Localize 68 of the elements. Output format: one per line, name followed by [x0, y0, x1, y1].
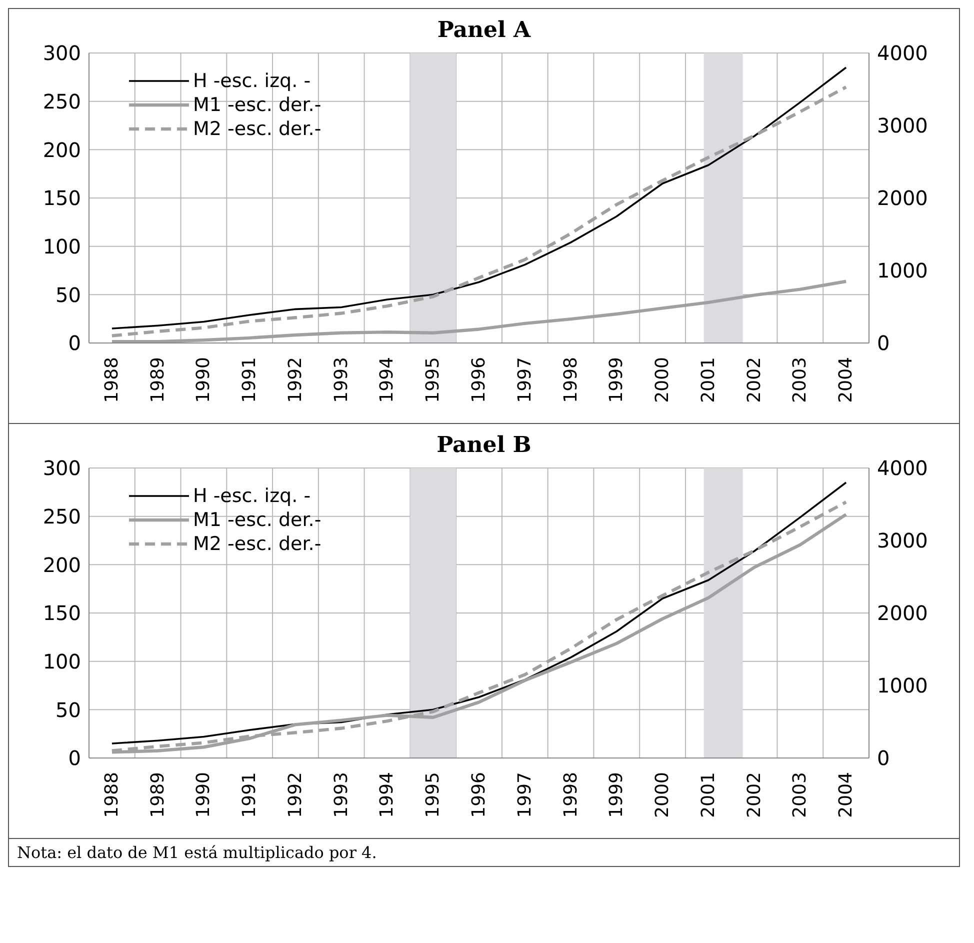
y2-tick-label: 3000	[877, 114, 928, 138]
y-tick-label: 200	[42, 552, 81, 577]
x-tick-label: 1991	[239, 357, 260, 403]
x-tick-label: 1994	[376, 772, 398, 818]
x-tick-label: 1989	[147, 357, 168, 403]
y-tick-label: 0	[68, 746, 81, 770]
legend-label: M2 -esc. der.-	[193, 533, 322, 555]
y-tick-label: 200	[42, 138, 81, 162]
y-tick-label: 250	[42, 504, 81, 528]
y2-tick-label: 0	[877, 746, 890, 770]
x-tick-label: 1998	[560, 357, 582, 403]
legend-label: H -esc. izq. -	[193, 70, 311, 92]
x-tick-label: 1996	[468, 357, 490, 403]
x-tick-label: 1989	[147, 772, 168, 818]
y2-tick-label: 1000	[877, 258, 928, 283]
y-tick-label: 0	[68, 331, 81, 356]
y2-tick-label: 4000	[877, 456, 928, 480]
y2-tick-label: 4000	[877, 41, 928, 66]
legend-label: H -esc. izq. -	[193, 485, 311, 507]
chart-title: Panel B	[436, 431, 532, 458]
x-tick-label: 1991	[239, 772, 260, 818]
x-tick-label: 2003	[790, 772, 811, 818]
y-tick-label: 100	[42, 649, 81, 674]
x-tick-label: 1990	[193, 772, 214, 818]
x-tick-label: 1993	[330, 357, 352, 403]
x-tick-label: 2001	[698, 772, 719, 818]
y-tick-label: 250	[42, 89, 81, 114]
x-tick-label: 1992	[284, 772, 306, 818]
x-tick-label: 1995	[422, 772, 444, 818]
x-tick-label: 1998	[560, 772, 582, 818]
y2-tick-label: 2000	[877, 186, 928, 210]
x-tick-label: 1996	[468, 772, 490, 818]
x-tick-label: 2003	[790, 357, 811, 403]
x-tick-label: 1997	[514, 772, 536, 818]
x-tick-label: 1997	[514, 357, 536, 403]
y-tick-label: 50	[56, 698, 81, 722]
x-tick-label: 2004	[836, 357, 857, 403]
line-series	[110, 280, 848, 343]
x-tick-label: 1988	[101, 357, 122, 403]
y2-tick-label: 2000	[877, 601, 928, 626]
y-tick-label: 50	[56, 282, 81, 307]
x-tick-label: 2002	[744, 772, 765, 818]
x-tick-label: 1994	[376, 357, 398, 403]
y-tick-label: 100	[42, 234, 81, 258]
y-tick-label: 150	[42, 601, 81, 626]
legend-label: M1 -esc. der.-	[193, 94, 322, 116]
legend-label: M2 -esc. der.-	[193, 118, 322, 140]
y-tick-label: 150	[42, 186, 81, 210]
x-tick-label: 2002	[744, 357, 765, 403]
y2-tick-label: 0	[877, 331, 890, 356]
x-tick-label: 1993	[330, 772, 352, 818]
text: Nota: el dato de M1 está multiplicado por 4.	[9, 838, 959, 866]
x-tick-label: 1992	[284, 357, 306, 403]
y2-tick-label: 1000	[877, 674, 928, 698]
y2-tick-label: 3000	[877, 528, 928, 553]
x-tick-label: 1988	[101, 772, 122, 818]
x-tick-label: 1999	[606, 357, 628, 403]
x-tick-label: 1999	[606, 772, 628, 818]
x-tick-label: 2000	[652, 772, 674, 818]
x-tick-label: 2000	[652, 357, 674, 403]
y-tick-label: 300	[42, 456, 81, 480]
x-tick-label: 1990	[193, 357, 214, 403]
y-tick-label: 300	[42, 41, 81, 66]
x-tick-label: 2001	[698, 357, 719, 403]
x-tick-label: 1995	[422, 357, 444, 403]
legend-label: M1 -esc. der.-	[193, 509, 322, 531]
chart-title: Panel A	[436, 16, 532, 43]
x-tick-label: 2004	[836, 772, 857, 818]
